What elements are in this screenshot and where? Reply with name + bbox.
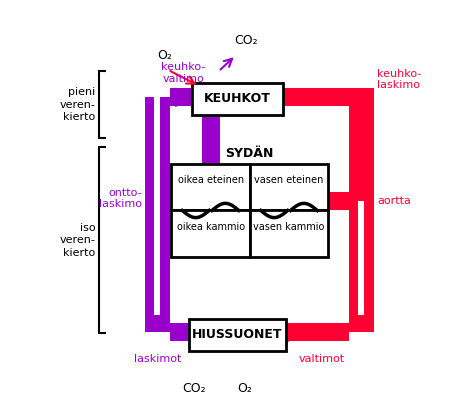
Bar: [145, 97, 170, 332]
Text: CO₂: CO₂: [234, 34, 258, 47]
Bar: [349, 97, 373, 332]
Polygon shape: [271, 323, 288, 341]
Bar: [192, 83, 283, 115]
Bar: [250, 210, 328, 257]
Bar: [154, 97, 160, 315]
Text: O₂: O₂: [157, 49, 172, 62]
Bar: [171, 210, 250, 257]
Bar: [359, 201, 365, 315]
Text: CO₂: CO₂: [182, 382, 206, 395]
Text: aortta: aortta: [377, 196, 411, 206]
Text: oikea eteinen: oikea eteinen: [177, 175, 243, 185]
Text: laskimot: laskimot: [135, 354, 182, 364]
Text: vasen kammio: vasen kammio: [253, 222, 325, 232]
Text: HIUSSUONET: HIUSSUONET: [192, 328, 283, 341]
Polygon shape: [176, 88, 192, 106]
Text: KEUHKOT: KEUHKOT: [204, 92, 271, 105]
Bar: [171, 163, 250, 210]
Text: ontto-
laskimo: ontto- laskimo: [99, 188, 142, 210]
Text: vasen eteinen: vasen eteinen: [254, 175, 324, 185]
Text: O₂: O₂: [237, 382, 252, 395]
Bar: [189, 319, 287, 351]
Text: valtimot: valtimot: [298, 354, 344, 364]
Text: SYDÄN: SYDÄN: [225, 147, 274, 160]
Text: oikea kammio: oikea kammio: [176, 222, 245, 232]
Text: pieni
veren-
kierto: pieni veren- kierto: [59, 87, 95, 122]
Text: keuhko-
valtimo: keuhko- valtimo: [162, 62, 206, 84]
Text: iso
veren-
kierto: iso veren- kierto: [59, 223, 95, 258]
Polygon shape: [192, 323, 209, 341]
Text: keuhko-
laskimo: keuhko- laskimo: [377, 69, 422, 90]
Bar: [250, 163, 328, 210]
